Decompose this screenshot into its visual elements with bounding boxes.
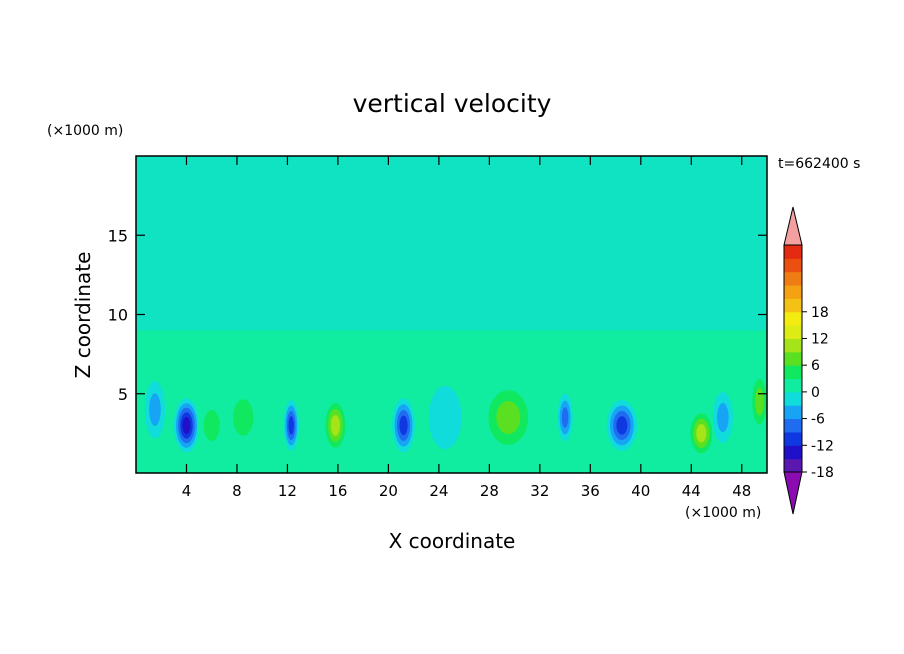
- colorbar: 18 12 6 0 -6 -12 -18: [783, 206, 834, 515]
- x-tick-label: 4: [182, 482, 192, 500]
- x-tick-label: 8: [232, 482, 242, 500]
- colorbar-segment: [784, 325, 802, 339]
- velocity-cell: [225, 385, 261, 450]
- y-tick-label: 5: [118, 385, 128, 404]
- time-label: t=662400 s: [778, 156, 860, 172]
- contour-level: [717, 402, 729, 433]
- colorbar-segment: [784, 378, 802, 393]
- contour-level: [428, 385, 462, 450]
- contour-level: [616, 416, 628, 435]
- contour-level: [496, 401, 521, 435]
- contour-field: [136, 156, 767, 473]
- velocity-cell: [392, 398, 415, 453]
- x-tick-label: 28: [480, 482, 499, 500]
- colorbar-segment: [784, 285, 802, 299]
- chart-title: vertical velocity: [353, 89, 552, 118]
- colorbar-tick-label: -12: [811, 438, 834, 454]
- x-tick-label: 24: [429, 482, 448, 500]
- contour-level: [561, 407, 569, 428]
- velocity-cell: [749, 369, 767, 434]
- contour-level: [696, 424, 707, 443]
- colorbar-segment: [784, 311, 802, 326]
- velocity-cell: [197, 398, 226, 453]
- colorbar-segment: [784, 418, 802, 433]
- colorbar-segment: [784, 298, 802, 313]
- velocity-cell: [687, 408, 716, 459]
- colorbar-frame: [783, 244, 803, 473]
- y-tick-label: 15: [108, 226, 128, 245]
- x-tick-label: 20: [379, 482, 398, 500]
- velocity-cell: [322, 396, 349, 454]
- colorbar-segment: [784, 271, 802, 286]
- velocity-cell: [144, 381, 166, 439]
- x-unit-label: (×1000 m): [685, 505, 761, 521]
- contour-level: [182, 416, 191, 435]
- colorbar-segment: [784, 351, 802, 366]
- velocity-cell: [428, 385, 462, 450]
- x-axis-ticks: 4 8 12 16 20 24 28 32 36 40 44 48: [182, 156, 751, 500]
- velocity-cell: [480, 379, 537, 456]
- contour-level: [399, 415, 408, 436]
- colorbar-min-arrow: [783, 471, 803, 515]
- colorbar-segment: [784, 365, 802, 380]
- velocity-cell: [557, 393, 573, 442]
- velocity-cell: [173, 398, 200, 453]
- colorbar-tick-label: -18: [811, 465, 834, 481]
- colorbar-tick-label: 6: [811, 358, 820, 374]
- upper-layer-weak-downdraft: [136, 156, 767, 331]
- contour-level: [203, 409, 220, 441]
- velocity-cell: [606, 400, 638, 451]
- colorbar-tick-label: 12: [811, 331, 829, 347]
- contour-level: [149, 393, 161, 427]
- x-tick-label: 40: [631, 482, 650, 500]
- colorbar-segment: [784, 405, 802, 420]
- colorbar-segment: [784, 245, 802, 259]
- colorbar-segment: [784, 458, 802, 473]
- colorbar-segment: [784, 258, 802, 273]
- x-tick-label: 36: [581, 482, 600, 500]
- colorbar-tick-label: 18: [811, 305, 829, 321]
- velocity-cell: [283, 400, 299, 451]
- colorbar-tick-label: 0: [811, 385, 820, 401]
- y-axis-ticks: 5 10 15: [108, 226, 767, 404]
- y-tick-label: 10: [108, 306, 128, 325]
- y-unit-label: (×1000 m): [47, 123, 123, 139]
- x-tick-label: 16: [328, 482, 347, 500]
- velocity-cell: [712, 392, 733, 443]
- colorbar-max-arrow: [783, 206, 803, 246]
- x-axis-label: X coordinate: [389, 529, 516, 553]
- contour-level: [330, 415, 340, 436]
- colorbar-segment: [784, 338, 802, 353]
- x-tick-label: 48: [732, 482, 751, 500]
- contour-level: [288, 416, 294, 435]
- colorbar-segment: [784, 391, 802, 406]
- x-tick-label: 32: [530, 482, 549, 500]
- x-tick-label: 44: [682, 482, 701, 500]
- colorbar-segment: [784, 431, 802, 446]
- colorbar-tick-label: -6: [811, 412, 825, 428]
- y-axis-label: Z coordinate: [71, 252, 95, 379]
- contour-level: [755, 387, 764, 416]
- contour-level: [233, 399, 254, 436]
- x-tick-label: 12: [278, 482, 297, 500]
- colorbar-segment: [784, 445, 802, 460]
